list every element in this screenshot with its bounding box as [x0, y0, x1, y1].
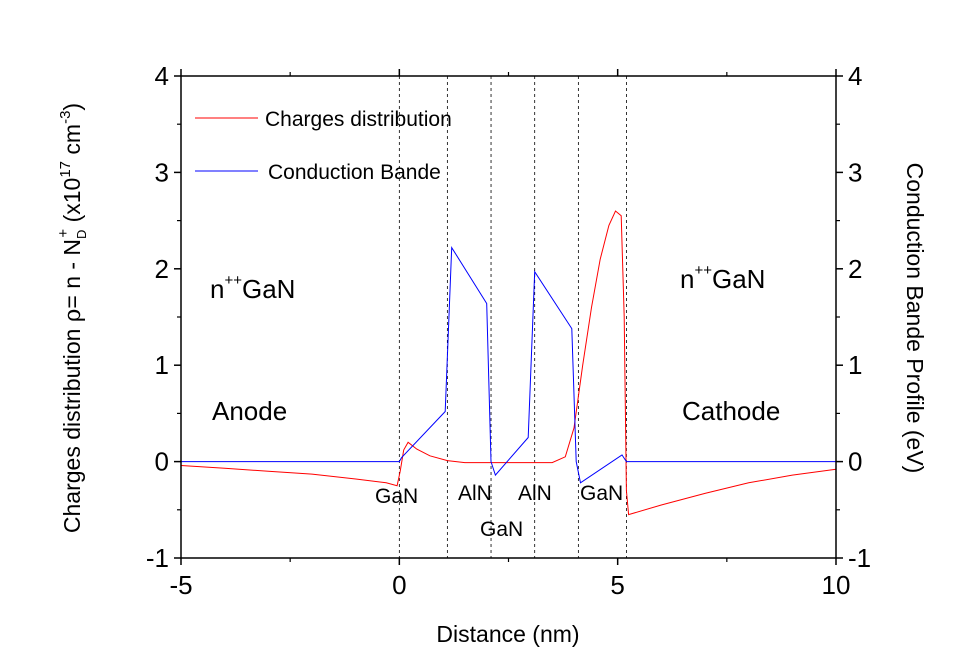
- layer-label-aln-1: AlN: [458, 482, 492, 505]
- x-axis-title: Distance (nm): [436, 621, 579, 647]
- x-tick-label: 5: [610, 570, 624, 600]
- layer-boundaries: [398, 76, 627, 558]
- layer-label-aln-2: AlN: [518, 482, 552, 505]
- legend-label-charges: Charges distribution: [265, 108, 452, 131]
- cathode-label: Cathode: [682, 396, 780, 426]
- x-tick-label: 10: [822, 570, 851, 600]
- layer-label-gan-2: GaN: [480, 518, 523, 541]
- y-tick-label-right: 2: [848, 254, 862, 284]
- left-region-label: n++GaN: [210, 272, 295, 304]
- right-region-label: n++GaN: [680, 262, 765, 294]
- x-tick-label: 0: [392, 570, 406, 600]
- y-tick-label-right: 4: [848, 61, 862, 91]
- y-tick-label-left: 2: [155, 254, 169, 284]
- y-tick-label-right: -1: [848, 543, 871, 573]
- legend-label-conduction: Conduction Bande: [268, 161, 441, 184]
- y-axis-title-left: Charges distribution ρ= n - ND+ (x1017 c…: [55, 103, 89, 533]
- x-tick-label: -5: [169, 570, 192, 600]
- series-line-conduction-band: [181, 245, 836, 484]
- legend: Charges distribution Conduction Bande: [195, 108, 452, 184]
- axis-ticks: [174, 69, 843, 565]
- y-tick-label-left: 4: [155, 61, 169, 91]
- series-layer: [180, 210, 837, 516]
- y-axis-title-right: Conduction Bande Profile (eV): [902, 163, 928, 474]
- series-line-charges: [180, 210, 837, 516]
- anode-label: Anode: [212, 396, 287, 426]
- layer-label-gan-1: GaN: [375, 485, 418, 508]
- layer-label-gan-3: GaN: [580, 482, 623, 505]
- y-tick-label-right: 3: [848, 157, 862, 187]
- y-tick-label-left: -1: [146, 543, 169, 573]
- y-tick-label-right: 1: [848, 350, 862, 380]
- y-tick-label-left: 0: [155, 447, 169, 477]
- y-tick-label-right: 0: [848, 447, 862, 477]
- y-tick-label-left: 1: [155, 350, 169, 380]
- tick-labels: -5 0 5 10-1 -10 01 12 23 34 4: [146, 61, 871, 600]
- y-tick-label-left: 3: [155, 157, 169, 187]
